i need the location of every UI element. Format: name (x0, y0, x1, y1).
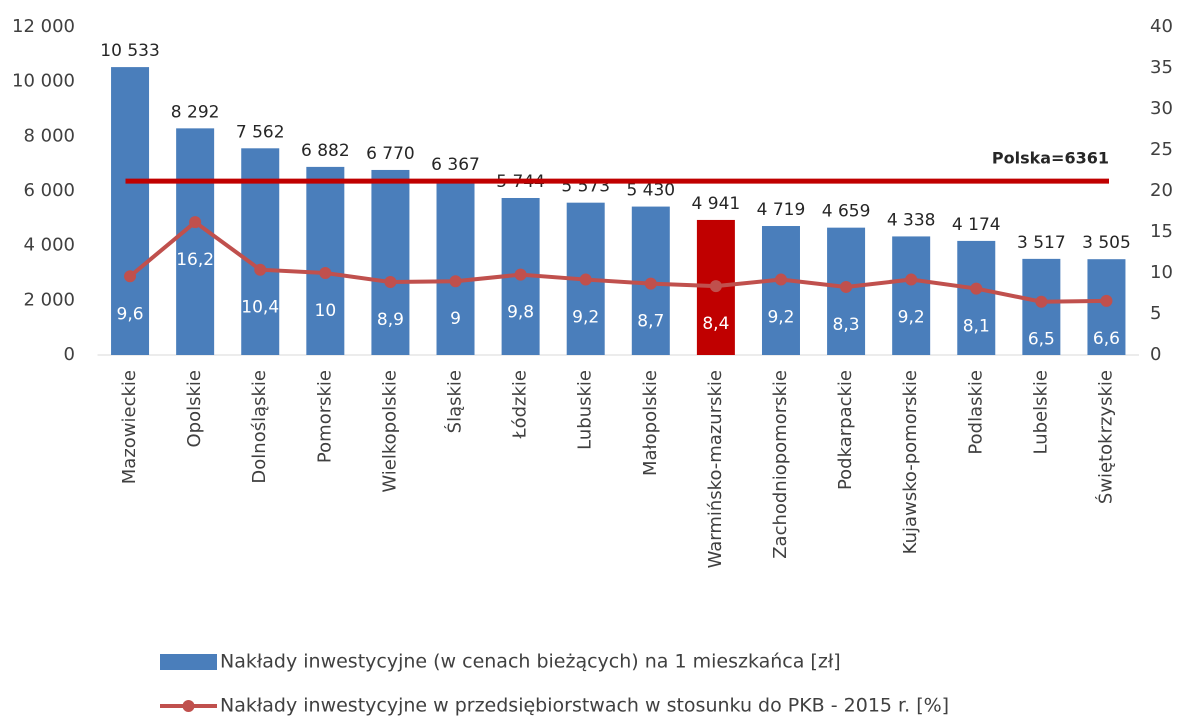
line-marker (319, 267, 332, 279)
bar-value-label: 3 517 (1017, 233, 1066, 253)
x-tick-label: Lubelskie (1030, 370, 1051, 455)
y2-tick-label: 5 (1150, 303, 1161, 324)
y2-tick-label: 15 (1150, 221, 1173, 242)
line-marker (189, 216, 202, 229)
line-marker (124, 270, 137, 283)
line-value-label: 8,1 (963, 317, 990, 337)
y2-tick-label: 20 (1150, 180, 1173, 201)
x-tick-label: Dolnośląskie (249, 370, 270, 484)
line-value-label: 9 (450, 309, 461, 329)
x-tick-label: Świętokrzyskie (1094, 370, 1116, 504)
line-marker (709, 280, 722, 293)
line-value-label: 6,5 (1028, 330, 1055, 350)
line-value-label: 9,2 (767, 308, 794, 328)
bar (176, 128, 215, 355)
bar-value-label: 8 292 (171, 102, 220, 122)
bar-value-label: 10 533 (100, 41, 159, 61)
line-marker (1035, 295, 1048, 308)
y2-tick-label: 0 (1150, 344, 1161, 365)
x-tick-label: Warmińsko-mazurskie (705, 370, 726, 568)
line-value-label: 8,3 (833, 315, 860, 335)
bar (371, 169, 410, 355)
y2-tick-label: 10 (1150, 262, 1173, 283)
x-tick-label: Zachodniopomorskie (770, 370, 791, 559)
legend-marker (182, 700, 195, 712)
y-tick-label: 6 000 (23, 180, 75, 201)
legend-swatch (160, 654, 217, 670)
x-tick-label: Wielkopolskie (379, 370, 400, 493)
line-marker (449, 275, 462, 288)
line-value-label: 9,6 (117, 304, 144, 324)
bar-value-label: 4 941 (692, 194, 741, 214)
y-tick-label: 10 000 (12, 71, 75, 92)
line-marker (644, 277, 657, 290)
x-tick-label: Mazowieckie (119, 370, 140, 484)
x-tick-label: Łódzkie (510, 370, 531, 440)
line-marker (514, 268, 527, 281)
line-marker (970, 282, 983, 295)
x-tick-label: Kujawsko-pomorskie (900, 370, 921, 554)
line-value-label: 8,7 (637, 312, 664, 332)
line-value-label: 9,2 (572, 308, 599, 328)
x-tick-label: Lubuskie (575, 370, 596, 450)
line-value-label: 6,6 (1093, 329, 1120, 349)
bar-value-label: 5 430 (626, 181, 675, 201)
line-value-label: 8,4 (702, 314, 729, 334)
line-marker (384, 276, 397, 289)
line-value-label: 10,4 (241, 298, 279, 318)
x-tick-label: Pomorskie (314, 370, 335, 463)
line (128, 219, 1107, 304)
line-marker (579, 273, 592, 286)
y-tick-label: 12 000 (12, 16, 75, 37)
line-value-label: 10 (315, 301, 337, 321)
bar (957, 240, 996, 355)
bar-value-label: 6 367 (431, 155, 480, 175)
line-value-label: 9,2 (898, 308, 925, 328)
line-value-label: 8,9 (377, 310, 404, 330)
bar-value-label: 4 659 (822, 202, 871, 222)
bar (892, 236, 931, 355)
bar-value-label: 4 174 (952, 215, 1001, 235)
bar (436, 180, 475, 355)
bar-value-label: 3 505 (1082, 233, 1131, 253)
y2-tick-label: 25 (1150, 139, 1173, 160)
x-tick-label: Podkarpackie (835, 370, 856, 490)
bar (1087, 259, 1126, 355)
bar-value-label: 7 562 (236, 122, 285, 142)
line-marker (1100, 294, 1113, 307)
bar-value-label: 6 770 (366, 144, 415, 164)
bar (761, 226, 800, 355)
line-marker (254, 263, 267, 276)
bar-value-label: 4 719 (757, 200, 806, 220)
y2-tick-label: 30 (1150, 98, 1173, 119)
line-marker (840, 280, 853, 293)
y-tick-label: 8 000 (23, 125, 75, 146)
y2-tick-label: 35 (1150, 57, 1173, 78)
bar (306, 166, 345, 355)
x-tick-label: Małopolskie (640, 370, 661, 476)
bar-value-label: 4 338 (887, 210, 936, 230)
y2-tick-label: 40 (1150, 16, 1173, 37)
line-marker (774, 273, 787, 286)
bar (111, 67, 150, 356)
line-marker (905, 273, 918, 286)
x-tick-label: Podlaskie (965, 370, 986, 455)
line-value-label: 16,2 (176, 250, 214, 270)
x-tick-label: Opolskie (184, 370, 205, 447)
y-tick-label: 2 000 (23, 289, 75, 310)
line-value-label: 9,8 (507, 303, 534, 323)
legend-label: Nakłady inwestycyjne (w cenach bieżących… (220, 651, 841, 673)
legend-label: Nakłady inwestycyjne w przedsiębiorstwac… (220, 695, 949, 716)
y-tick-label: 0 (64, 344, 75, 365)
bar-value-label: 6 882 (301, 141, 350, 161)
x-tick-label: Śląskie (444, 370, 466, 433)
reference-label: Polska=6361 (992, 149, 1109, 168)
y-tick-label: 4 000 (23, 235, 75, 256)
